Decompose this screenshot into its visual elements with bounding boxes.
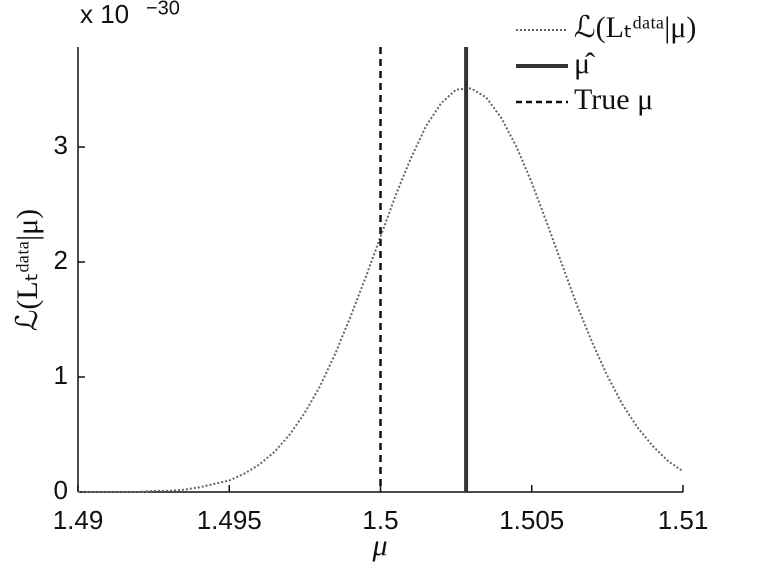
legend-label: ℒ(Lₜᵈᵃᵗᵃ|μ): [574, 11, 696, 44]
x-axis-label: μ: [371, 529, 387, 562]
y-axis-label: ℒ(Lₜᵈᵃᵗᵃ|μ): [11, 209, 44, 331]
x-tick-label: 1.505: [499, 505, 564, 535]
y-exponent-power: −30: [146, 0, 180, 19]
legend-label: μ̂: [574, 47, 595, 80]
x-tick-label: 1.495: [197, 505, 262, 535]
y-tick-label: 2: [54, 245, 68, 275]
y-tick-label: 3: [54, 130, 68, 160]
y-tick-label: 0: [54, 475, 68, 505]
y-exponent-base: x 10: [80, 0, 129, 29]
x-tick-label: 1.51: [658, 505, 709, 535]
x-tick-label: 1.5: [362, 505, 398, 535]
y-tick-label: 1: [54, 360, 68, 390]
likelihood-curve: [78, 87, 684, 493]
legend-label: True μ: [574, 83, 653, 116]
x-tick-label: 1.49: [53, 505, 104, 535]
